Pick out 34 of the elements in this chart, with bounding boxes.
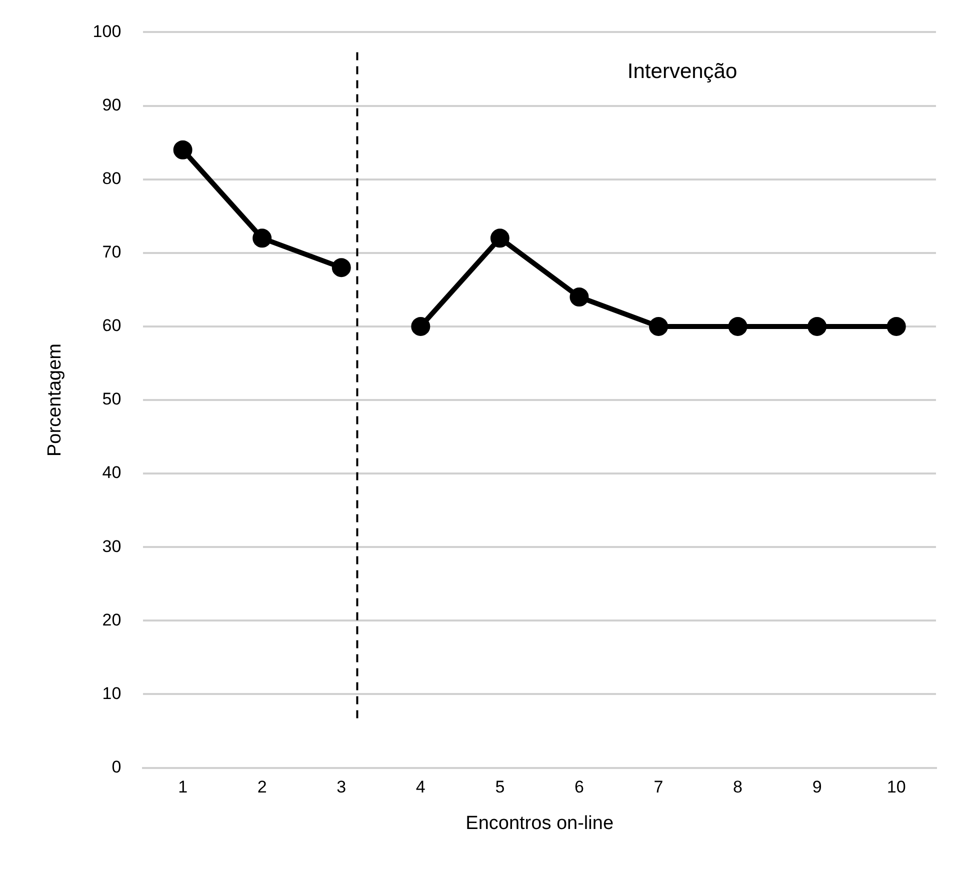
y-tick-label: 50 xyxy=(102,390,122,409)
point xyxy=(808,316,827,336)
annotation: Intervenção xyxy=(627,60,738,83)
x-tick-label: 6 xyxy=(574,778,584,797)
x-tick-label: 2 xyxy=(257,778,267,797)
y-tick-label: 60 xyxy=(102,316,122,336)
point xyxy=(332,258,351,278)
x-tick-label: 3 xyxy=(336,778,346,797)
point xyxy=(886,316,906,336)
point xyxy=(570,288,589,307)
point xyxy=(490,228,510,248)
y-tick-label: 40 xyxy=(102,463,122,482)
x-tick-label: 1 xyxy=(178,778,188,797)
x-tick-label: 10 xyxy=(886,778,906,797)
y-tick-label: 70 xyxy=(102,242,122,262)
x-tick-label: 7 xyxy=(654,778,664,797)
y-tick-label: 90 xyxy=(102,95,122,114)
point xyxy=(252,228,272,248)
x-tick-label: 8 xyxy=(733,778,743,797)
x-tick-label: 9 xyxy=(812,778,822,797)
y-tick-label: 30 xyxy=(102,536,122,556)
point xyxy=(411,316,430,336)
point xyxy=(728,316,748,336)
y-tick-label: 10 xyxy=(102,684,122,703)
point xyxy=(173,140,192,160)
point xyxy=(649,316,668,336)
y-tick-label: 20 xyxy=(102,610,122,630)
x-axis-title: Encontros on-line xyxy=(466,812,614,834)
y-tick-label: 80 xyxy=(102,169,122,188)
y-tick-label: 0 xyxy=(112,757,122,776)
x-tick-label: 4 xyxy=(416,778,426,797)
y-axis-title: Porcentagem xyxy=(44,343,66,457)
y-tick-label: 100 xyxy=(92,22,122,41)
x-tick-label: 5 xyxy=(495,778,505,797)
